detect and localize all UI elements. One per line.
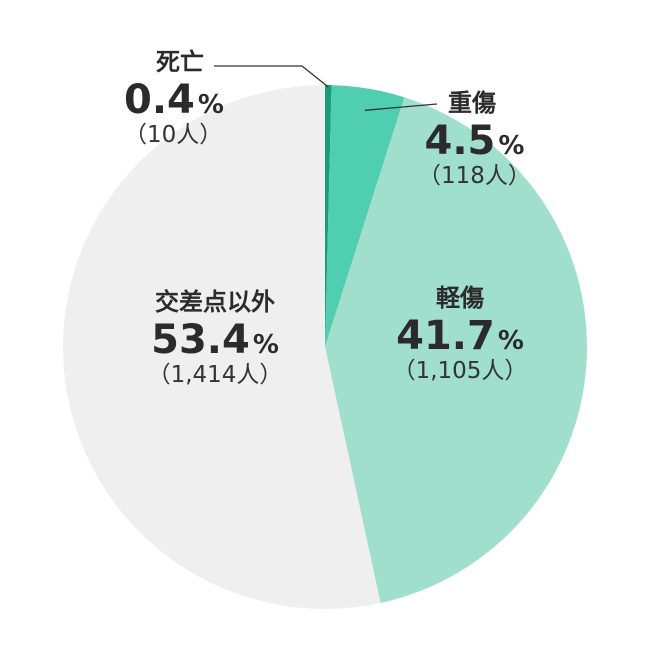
slice-name: 重傷 (448, 89, 496, 117)
leader-line-shibou (214, 65, 329, 88)
pie-slice-1 (325, 85, 405, 347)
slice-label-jushou: 重傷 4.5% （118人） (418, 91, 531, 188)
slice-count: （1,414人） (147, 362, 283, 388)
slice-percent: 4.5% (424, 118, 525, 164)
pie-slices (62, 84, 587, 609)
pie-slice-2 (325, 97, 587, 604)
leader-line-jushou (364, 103, 438, 111)
pie-slice-0 (325, 84, 332, 348)
slice-label-keishou: 軽傷 41.7% （1,105人） (380, 286, 540, 383)
slice-name: 交差点以外 (155, 288, 275, 316)
slice-name: 死亡 (156, 48, 204, 76)
leader-lines (214, 65, 438, 111)
slice-count: （1,105人） (392, 358, 528, 384)
slice-percent: 0.4% (124, 77, 224, 123)
slice-name: 軽傷 (436, 284, 484, 312)
slice-percent: 41.7% (396, 313, 524, 359)
slice-count: （118人） (418, 163, 531, 189)
pie-slice-3 (62, 85, 381, 609)
slice-percent: 53.4% (151, 317, 279, 363)
slice-label-shibou: 死亡 0.4% （10人） (124, 50, 224, 147)
slice-count: （10人） (124, 122, 223, 148)
slice-label-kousaten-igai: 交差点以外 53.4% （1,414人） (115, 290, 315, 387)
